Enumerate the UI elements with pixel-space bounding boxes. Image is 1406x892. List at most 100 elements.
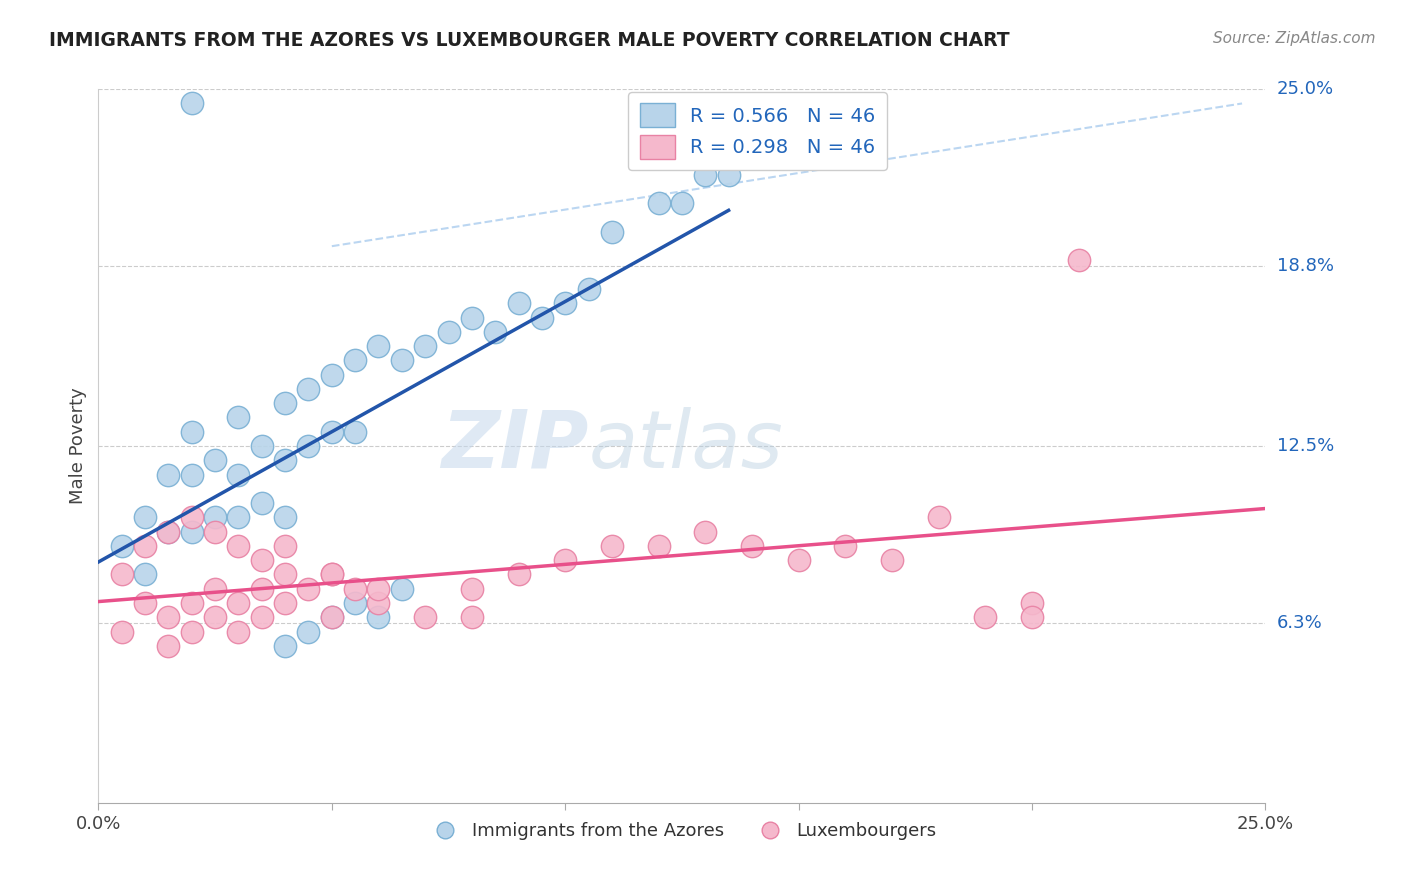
Point <box>391 353 413 368</box>
Point <box>297 382 319 396</box>
Point <box>180 596 202 610</box>
Text: IMMIGRANTS FROM THE AZORES VS LUXEMBOURGER MALE POVERTY CORRELATION CHART: IMMIGRANTS FROM THE AZORES VS LUXEMBOURG… <box>49 31 1010 50</box>
Point <box>274 567 297 582</box>
Text: 18.8%: 18.8% <box>1277 257 1333 275</box>
Point <box>1021 596 1043 610</box>
Point <box>437 325 460 339</box>
Point <box>297 624 319 639</box>
Point <box>111 624 134 639</box>
Point <box>647 196 669 211</box>
Point <box>344 425 367 439</box>
Point <box>180 510 202 524</box>
Point <box>787 553 810 567</box>
Point <box>880 553 903 567</box>
Point <box>134 510 156 524</box>
Point <box>274 639 297 653</box>
Text: 6.3%: 6.3% <box>1277 614 1322 632</box>
Point <box>180 524 202 539</box>
Point <box>717 168 740 182</box>
Point <box>578 282 600 296</box>
Point <box>134 567 156 582</box>
Point <box>484 325 506 339</box>
Point <box>180 467 202 482</box>
Point <box>204 453 226 467</box>
Point <box>111 567 134 582</box>
Text: 12.5%: 12.5% <box>1277 437 1334 455</box>
Point <box>321 368 343 382</box>
Legend: Immigrants from the Azores, Luxembourgers: Immigrants from the Azores, Luxembourger… <box>420 815 943 847</box>
Y-axis label: Male Poverty: Male Poverty <box>69 388 87 504</box>
Point <box>461 610 484 624</box>
Point <box>274 539 297 553</box>
Point <box>180 624 202 639</box>
Point <box>367 339 389 353</box>
Point <box>554 296 576 310</box>
Point <box>228 624 250 639</box>
Point <box>1021 610 1043 624</box>
Point <box>367 596 389 610</box>
Point <box>274 453 297 467</box>
Point <box>344 582 367 596</box>
Point <box>250 496 273 510</box>
Point <box>461 310 484 325</box>
Point <box>321 425 343 439</box>
Point <box>974 610 997 624</box>
Point <box>508 296 530 310</box>
Point <box>134 596 156 610</box>
Point <box>297 439 319 453</box>
Point <box>180 425 202 439</box>
Point <box>297 582 319 596</box>
Point <box>157 524 180 539</box>
Point <box>367 582 389 596</box>
Point <box>228 596 250 610</box>
Point <box>250 610 273 624</box>
Point <box>530 310 553 325</box>
Point <box>321 610 343 624</box>
Point <box>228 510 250 524</box>
Point <box>321 567 343 582</box>
Point <box>228 467 250 482</box>
Point <box>647 539 669 553</box>
Point <box>157 467 180 482</box>
Text: 25.0%: 25.0% <box>1277 80 1334 98</box>
Point <box>157 610 180 624</box>
Point <box>204 524 226 539</box>
Point <box>834 539 856 553</box>
Point <box>250 553 273 567</box>
Point <box>600 539 623 553</box>
Point <box>157 639 180 653</box>
Point <box>461 582 484 596</box>
Point <box>671 196 693 211</box>
Point <box>250 582 273 596</box>
Point <box>204 610 226 624</box>
Point <box>367 610 389 624</box>
Point <box>695 524 717 539</box>
Text: ZIP: ZIP <box>441 407 589 485</box>
Point <box>228 410 250 425</box>
Point <box>741 539 763 553</box>
Point <box>1067 253 1090 268</box>
Point <box>274 510 297 524</box>
Point <box>134 539 156 553</box>
Text: Source: ZipAtlas.com: Source: ZipAtlas.com <box>1212 31 1375 46</box>
Point <box>391 582 413 596</box>
Point <box>695 168 717 182</box>
Point <box>180 96 202 111</box>
Point <box>204 582 226 596</box>
Text: atlas: atlas <box>589 407 783 485</box>
Point <box>344 353 367 368</box>
Point <box>554 553 576 567</box>
Point <box>157 524 180 539</box>
Point <box>250 439 273 453</box>
Point <box>204 510 226 524</box>
Point <box>344 596 367 610</box>
Point <box>111 539 134 553</box>
Point <box>600 225 623 239</box>
Point <box>274 596 297 610</box>
Point <box>413 339 436 353</box>
Point <box>274 396 297 410</box>
Point <box>321 610 343 624</box>
Point <box>228 539 250 553</box>
Point <box>321 567 343 582</box>
Point <box>508 567 530 582</box>
